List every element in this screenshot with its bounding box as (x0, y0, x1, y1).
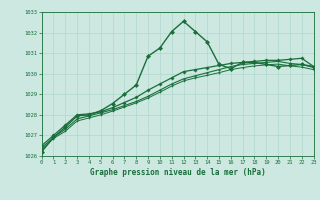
X-axis label: Graphe pression niveau de la mer (hPa): Graphe pression niveau de la mer (hPa) (90, 168, 266, 177)
